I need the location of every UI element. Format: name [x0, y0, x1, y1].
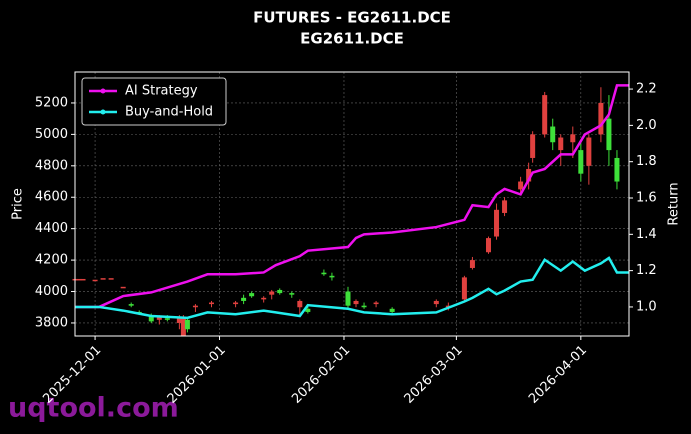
candle-body	[469, 260, 475, 268]
candle-body	[108, 278, 114, 280]
candle-body	[586, 137, 592, 166]
candle-body	[550, 126, 556, 143]
y2-axis-label: Return	[667, 182, 682, 225]
y-tick-label: 4200	[35, 253, 68, 268]
candle-body	[233, 302, 239, 305]
line-series	[75, 256, 629, 320]
candle-body	[542, 95, 548, 135]
candle-body	[518, 181, 524, 190]
candle-body	[176, 318, 182, 323]
candle-body	[269, 291, 275, 295]
x-tick-label: 2026-01-01	[165, 343, 229, 407]
candle-body	[305, 308, 311, 312]
candle-body	[192, 305, 198, 308]
y-axis-label: Price	[11, 188, 26, 220]
candle-body	[494, 209, 500, 237]
candle-body	[277, 289, 283, 294]
candle-body	[361, 305, 367, 308]
candle-body	[180, 316, 186, 336]
x-tick-label: 2026-04-01	[526, 343, 590, 407]
candle-body	[614, 157, 620, 182]
watermark: uqtool.com	[8, 393, 179, 424]
y2-tick-label: 1.0	[636, 299, 657, 314]
legend-marker	[100, 109, 106, 115]
candle-body	[249, 293, 255, 297]
legend-label: AI Strategy	[125, 84, 198, 99]
candle-body	[321, 272, 327, 275]
candle-body	[100, 278, 106, 280]
candle-body	[80, 278, 86, 281]
candle-body	[208, 302, 214, 305]
candle-body	[389, 308, 395, 312]
candle-body	[598, 102, 604, 135]
candle-body	[353, 300, 359, 305]
candle-body	[92, 279, 98, 282]
candle-body	[120, 286, 126, 289]
candle-body	[526, 168, 532, 182]
chart-subtitle: EG2611.DCE	[300, 30, 404, 48]
chart-title: FUTURES - EG2611.DCE	[253, 9, 451, 27]
candle-body	[433, 300, 439, 305]
x-tick-label: 2026-03-01	[402, 343, 466, 407]
candle-body	[76, 278, 82, 281]
y2-tick-label: 1.8	[636, 154, 657, 169]
y-tick-label: 4000	[35, 284, 68, 299]
x-tick-label: 2026-02-01	[289, 343, 353, 407]
candle-body	[184, 319, 190, 330]
candle-body	[329, 275, 335, 278]
y-tick-label: 5000	[35, 127, 68, 142]
y2-tick-label: 2.2	[636, 82, 657, 97]
candle-body	[485, 238, 491, 253]
y2-tick-label: 2.0	[636, 118, 657, 133]
y-tick-label: 4600	[35, 190, 68, 205]
candle-body	[148, 316, 154, 322]
legend-label: Buy-and-Hold	[125, 105, 213, 120]
y-tick-label: 4800	[35, 158, 68, 173]
candle-body	[570, 134, 576, 143]
y2-tick-label: 1.2	[636, 263, 657, 278]
candle-body	[297, 300, 303, 308]
y-tick-label: 5200	[35, 95, 68, 110]
candle-body	[558, 137, 564, 151]
plot-frame	[74, 71, 630, 337]
candle-body	[345, 291, 351, 306]
y2-tick-label: 1.4	[636, 227, 657, 242]
candle-body	[261, 297, 267, 300]
candle-body	[156, 316, 162, 320]
candle-body	[241, 297, 247, 301]
candle-body	[164, 318, 170, 320]
candle-body	[530, 134, 536, 158]
candle-body	[606, 118, 612, 151]
candle-body	[373, 302, 379, 305]
candle-body	[128, 304, 134, 306]
candle-body	[502, 200, 508, 213]
line-series	[75, 84, 629, 309]
legend-box	[81, 77, 227, 126]
legend-marker	[100, 88, 106, 94]
candle-body	[289, 293, 295, 295]
candle-body	[578, 150, 584, 174]
candle-body	[461, 277, 467, 300]
y-tick-label: 3800	[35, 315, 68, 330]
y-tick-label: 4400	[35, 221, 68, 236]
y2-tick-label: 1.6	[636, 191, 657, 206]
